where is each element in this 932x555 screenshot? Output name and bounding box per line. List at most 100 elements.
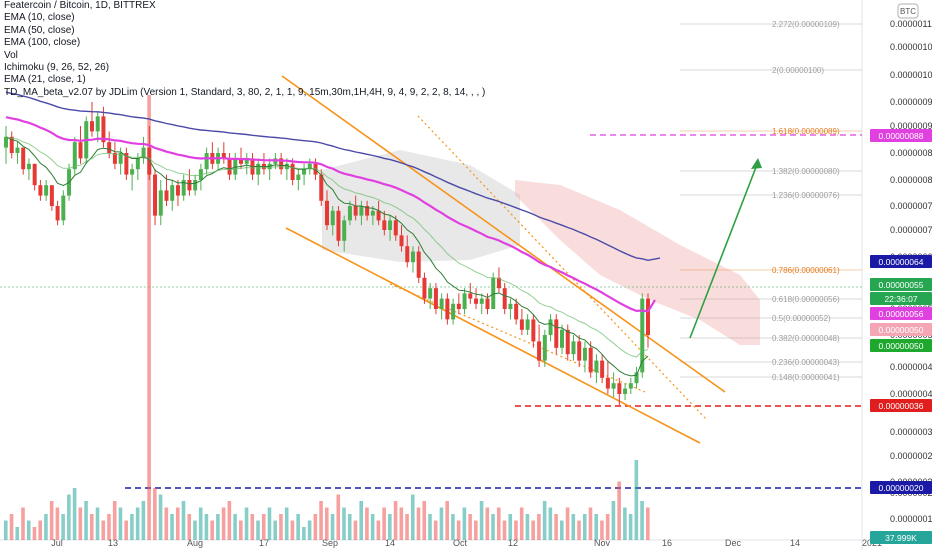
volume-bar xyxy=(422,501,427,540)
volume-bar xyxy=(49,501,54,540)
volume-bar xyxy=(617,481,621,540)
volume-bar xyxy=(118,507,123,540)
volume-bar xyxy=(479,501,484,540)
candle-body xyxy=(365,206,370,216)
projection-arrow-head xyxy=(751,158,762,169)
candle-body xyxy=(428,288,433,299)
volume-bar xyxy=(468,514,472,540)
y-tick-label: 0.00000075 xyxy=(890,201,932,211)
candle-body xyxy=(290,163,295,180)
fib-level-label: 0.786(0.00000061) xyxy=(772,266,840,275)
candle-body xyxy=(227,158,232,175)
volume-bar xyxy=(508,514,513,540)
candle-body xyxy=(531,319,536,342)
volume-bar xyxy=(376,520,381,540)
indicator-ema10[interactable]: EMA (10, close) xyxy=(4,12,75,24)
volume-bar xyxy=(582,514,587,540)
volume-bar xyxy=(26,520,31,540)
price-tag-box xyxy=(870,307,932,320)
price-tag-box xyxy=(870,339,932,352)
candle-body xyxy=(594,360,599,373)
volume-bar xyxy=(519,507,524,540)
candle-body xyxy=(410,251,415,263)
volume-bar xyxy=(307,520,312,540)
candle-body xyxy=(342,220,347,241)
volume-bar xyxy=(216,514,220,540)
candle-body xyxy=(605,377,610,389)
volume-bar xyxy=(267,507,272,540)
candle-body xyxy=(118,153,123,164)
indicator-legend: Featercoin / Bitcoin, 1D, BITTREX EMA (1… xyxy=(4,0,485,99)
volume-bar xyxy=(279,514,283,540)
volume-bar xyxy=(233,514,237,540)
candle-body xyxy=(416,251,421,278)
fib-level-label: 2(0.00000100) xyxy=(772,66,824,75)
price-tag-label: 0.00000088 xyxy=(879,131,924,141)
candle-body xyxy=(393,220,398,236)
candle-body xyxy=(221,153,226,159)
volume-bar xyxy=(15,527,20,540)
price-tag-box xyxy=(870,278,932,291)
volume-bar xyxy=(141,501,146,540)
volume-bar xyxy=(325,507,329,540)
price-tag-box xyxy=(870,399,932,412)
volume-bar xyxy=(9,514,14,540)
volume-bar xyxy=(72,488,77,540)
price-tag-label: 37.999K xyxy=(885,533,917,543)
candle-body xyxy=(370,210,375,216)
candle-body xyxy=(491,277,496,309)
volume-bar xyxy=(336,494,341,540)
ichimoku-cloud-gray xyxy=(322,150,520,262)
candle-body xyxy=(548,319,553,335)
candle-body xyxy=(302,169,307,175)
volume-bar xyxy=(250,514,255,540)
volume-bar xyxy=(38,520,42,540)
fib-level-label: 1.382(0.00000080) xyxy=(772,167,840,176)
volume-bar xyxy=(370,514,375,540)
projection-arrow-line xyxy=(689,161,759,339)
candle-body xyxy=(628,383,633,389)
candle-body xyxy=(124,153,129,175)
candle-body xyxy=(38,185,43,196)
volume-bar xyxy=(410,494,415,540)
price-tag-box xyxy=(870,292,932,305)
indicator-ema21[interactable]: EMA (21, close, 1) xyxy=(4,74,86,86)
volume-bar xyxy=(365,507,369,540)
indicator-td-ma[interactable]: TD_MA_beta_v2.07 by JDLim (Version 1, St… xyxy=(4,86,486,98)
volume-bar xyxy=(107,514,111,540)
candle-body xyxy=(422,277,427,299)
candle-body xyxy=(577,341,582,361)
price-tag-label: 0.00000055 xyxy=(879,280,924,290)
y-tick-label: 0.00000032 xyxy=(890,427,932,437)
y-tick-label: 0.00000100 xyxy=(890,70,932,80)
candle-body xyxy=(279,158,284,170)
candle-body xyxy=(405,246,410,263)
fib-level-label: 0.618(0.00000056) xyxy=(772,295,840,304)
candle-body xyxy=(502,288,507,309)
candle-body xyxy=(164,190,169,201)
indicator-ema50[interactable]: EMA (50, close) xyxy=(4,24,75,36)
volume-bar xyxy=(491,514,495,540)
price-tag-label: 0.00000020 xyxy=(879,483,924,493)
candle-body xyxy=(49,185,54,206)
volume-bar xyxy=(147,95,151,540)
x-tick-label: Dec xyxy=(725,538,742,548)
volume-bar xyxy=(130,514,134,540)
indicator-ichimoku[interactable]: Ichimoku (9, 26, 52, 26) xyxy=(4,62,110,74)
x-tick-label: Jul xyxy=(51,538,63,548)
candle-body xyxy=(4,136,8,148)
candle-body xyxy=(611,383,616,389)
price-tag-box xyxy=(870,129,932,142)
candle-body xyxy=(474,298,479,304)
candle-body xyxy=(382,220,387,230)
price-tag-label: 0.00000056 xyxy=(879,309,924,319)
indicator-ema100[interactable]: EMA (100, close) xyxy=(4,37,81,49)
volume-bar xyxy=(456,520,461,540)
indicator-vol[interactable]: Vol xyxy=(4,49,18,61)
y-tick-label: 0.00000027 xyxy=(890,451,932,461)
price-tag-label: 0.00000050 xyxy=(879,325,924,335)
candle-body xyxy=(244,158,249,164)
